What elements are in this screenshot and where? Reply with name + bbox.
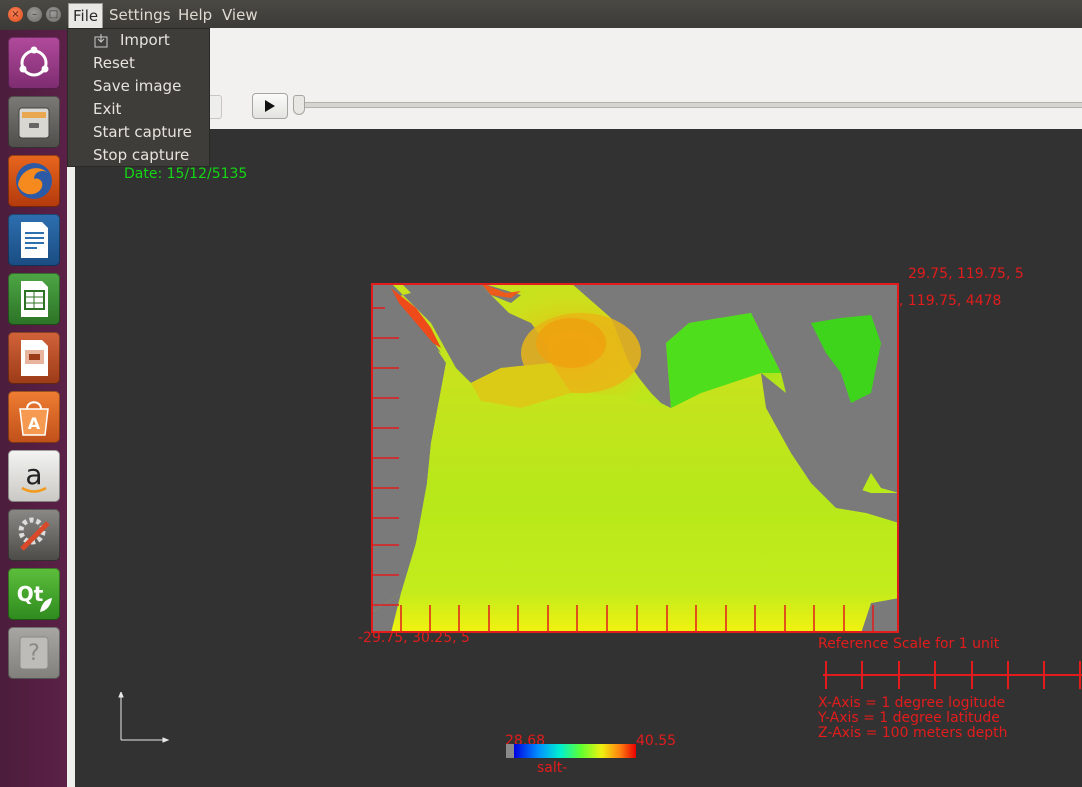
qt-creator-icon[interactable]: Qt: [8, 568, 60, 620]
date-label: Date: 15/12/5135: [124, 166, 248, 182]
help-icon[interactable]: ?: [8, 627, 60, 679]
x-axis-note: X-Axis = 1 degree logitude: [818, 695, 1006, 711]
close-window-button[interactable]: ×: [8, 7, 23, 22]
minimize-window-button[interactable]: –: [27, 7, 42, 22]
play-button[interactable]: [252, 93, 288, 119]
window-edge: [67, 30, 75, 787]
menu-view[interactable]: View: [222, 6, 258, 24]
amazon-icon[interactable]: a: [8, 450, 60, 502]
writer-icon[interactable]: [8, 214, 60, 266]
corner-label-top-2: , 119.75, 4478: [899, 293, 1002, 309]
spinbox-arrows[interactable]: [207, 95, 222, 119]
menu-item-stop-capture[interactable]: Stop capture: [93, 146, 190, 164]
visualization-viewport[interactable]: Date: 15/12/5135 29.75, 119.75, 5 , 119.…: [75, 129, 1082, 787]
reference-scale-ruler: [823, 661, 1082, 689]
files-icon[interactable]: [8, 96, 60, 148]
menu-file[interactable]: File: [68, 3, 104, 28]
file-dropdown-menu: Import Reset Save image Exit Start captu…: [67, 28, 210, 167]
reference-scale-title: Reference Scale for 1 unit: [818, 636, 1000, 652]
corner-label-top-1: 29.75, 119.75, 5: [908, 266, 1024, 282]
svg-text:Qt: Qt: [17, 582, 44, 606]
salinity-map: [371, 283, 899, 633]
orientation-axes: [118, 692, 170, 743]
menu-help[interactable]: Help: [178, 6, 213, 24]
legend-label: salt-: [537, 760, 568, 776]
menu-item-import[interactable]: Import: [120, 31, 170, 49]
ubuntu-dash-icon[interactable]: [8, 37, 60, 89]
maximize-window-button[interactable]: □: [46, 7, 61, 22]
timeline-slider-handle[interactable]: [293, 95, 305, 115]
menu-item-exit[interactable]: Exit: [93, 100, 122, 118]
y-axis-note: Y-Axis = 1 degree latitude: [818, 710, 1000, 726]
play-icon: [265, 100, 275, 112]
top-menubar: × – □ File Settings Help View: [0, 0, 1082, 30]
software-center-icon[interactable]: A: [8, 391, 60, 443]
menu-item-reset[interactable]: Reset: [93, 54, 135, 72]
impress-icon[interactable]: [8, 332, 60, 384]
corner-label-bottom: -29.75, 30.25, 5: [358, 630, 470, 646]
unity-launcher: A a Qt ?: [0, 30, 67, 787]
svg-text:a: a: [25, 458, 42, 491]
firefox-icon[interactable]: [8, 155, 60, 207]
menu-settings[interactable]: Settings: [109, 6, 171, 24]
svg-text:?: ?: [28, 641, 40, 666]
playback-toolbar: [75, 28, 1082, 129]
import-icon: [94, 34, 108, 48]
z-axis-note: Z-Axis = 100 meters depth: [818, 725, 1008, 741]
calc-icon[interactable]: [8, 273, 60, 325]
svg-text:A: A: [28, 414, 41, 433]
system-settings-icon[interactable]: [8, 509, 60, 561]
color-scale-legend: [506, 744, 636, 758]
menu-item-start-capture[interactable]: Start capture: [93, 123, 192, 141]
legend-max-label: 40.55: [636, 733, 677, 749]
timeline-slider[interactable]: [297, 102, 1082, 108]
menu-item-save-image[interactable]: Save image: [93, 77, 182, 95]
